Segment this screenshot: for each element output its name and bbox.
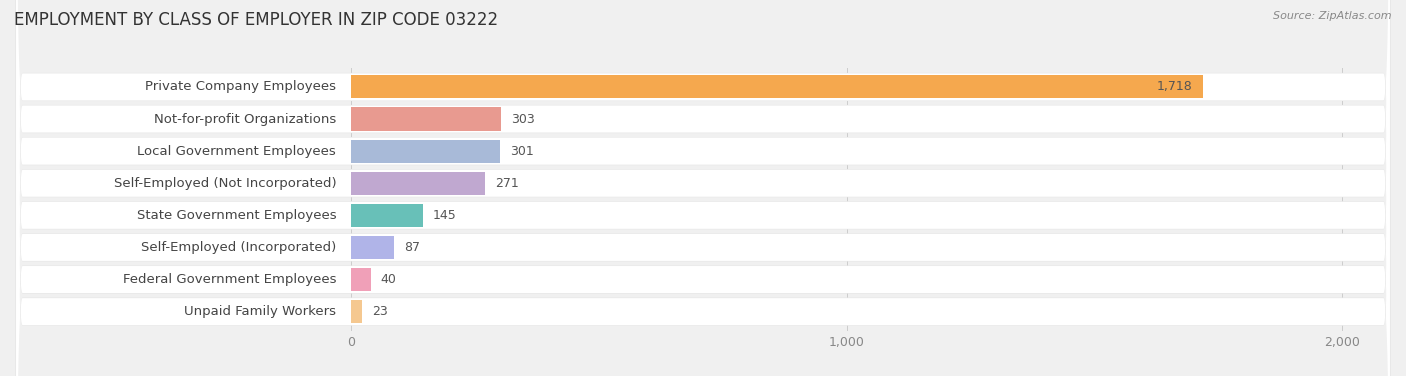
FancyBboxPatch shape [15,0,1391,376]
Text: 303: 303 [512,112,534,126]
FancyBboxPatch shape [15,0,1391,376]
Text: Private Company Employees: Private Company Employees [145,80,336,94]
Text: 271: 271 [495,177,519,190]
FancyBboxPatch shape [15,0,1391,376]
Text: 87: 87 [404,241,420,254]
Text: 40: 40 [381,273,396,286]
Text: Unpaid Family Workers: Unpaid Family Workers [184,305,336,318]
Text: Federal Government Employees: Federal Government Employees [122,273,336,286]
Bar [352,108,502,130]
Text: Self-Employed (Not Incorporated): Self-Employed (Not Incorporated) [114,177,336,190]
Text: 23: 23 [373,305,388,318]
Text: State Government Employees: State Government Employees [136,209,336,222]
FancyBboxPatch shape [15,0,1391,376]
Text: 301: 301 [510,145,534,158]
FancyBboxPatch shape [15,0,1391,376]
Bar [352,204,423,227]
FancyBboxPatch shape [15,0,1391,376]
Text: Source: ZipAtlas.com: Source: ZipAtlas.com [1274,11,1392,21]
Bar [352,172,485,195]
Text: Local Government Employees: Local Government Employees [138,145,336,158]
Bar [352,268,371,291]
Text: Not-for-profit Organizations: Not-for-profit Organizations [155,112,336,126]
FancyBboxPatch shape [15,0,1391,376]
FancyBboxPatch shape [15,0,1391,376]
Bar [352,139,501,163]
FancyBboxPatch shape [15,0,1391,376]
FancyBboxPatch shape [15,0,1391,376]
Bar [352,75,1202,99]
Text: 1,718: 1,718 [1157,80,1192,94]
Bar [352,300,363,323]
FancyBboxPatch shape [15,0,1391,376]
Text: 145: 145 [433,209,457,222]
FancyBboxPatch shape [15,0,1391,376]
Text: Self-Employed (Incorporated): Self-Employed (Incorporated) [141,241,336,254]
FancyBboxPatch shape [15,0,1391,376]
FancyBboxPatch shape [15,0,1391,376]
FancyBboxPatch shape [15,0,1391,376]
Text: EMPLOYMENT BY CLASS OF EMPLOYER IN ZIP CODE 03222: EMPLOYMENT BY CLASS OF EMPLOYER IN ZIP C… [14,11,498,29]
Bar [352,236,394,259]
FancyBboxPatch shape [15,0,1391,376]
